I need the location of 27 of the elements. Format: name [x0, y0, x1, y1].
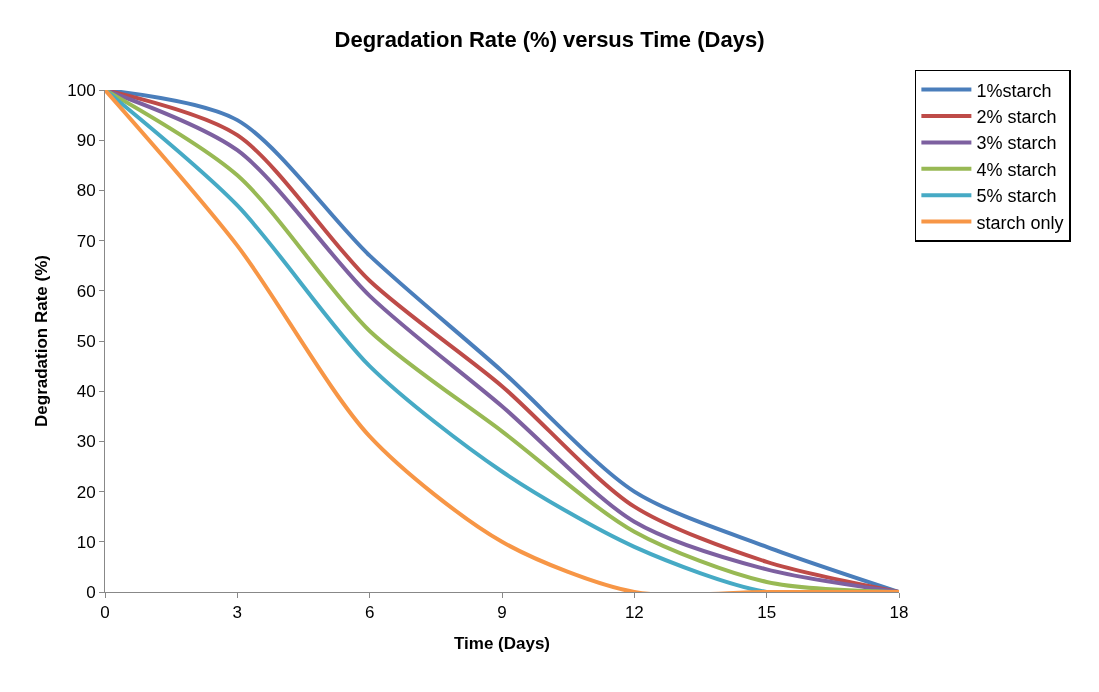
- legend-label: 1%starch: [976, 80, 1052, 101]
- y-tick-label: 70: [76, 231, 96, 251]
- y-tick-label: 80: [76, 181, 96, 201]
- x-axis-title: Time (Days): [453, 633, 551, 653]
- legend-label: 3% starch: [976, 133, 1057, 154]
- y-tick-label: 60: [76, 281, 96, 301]
- x-tick-label: 12: [624, 603, 644, 623]
- y-axis-title: Degradation Rate (%): [31, 255, 51, 427]
- legend-label: 4% starch: [976, 159, 1057, 180]
- y-tick-label: 20: [76, 482, 96, 502]
- legend-label: starch only: [976, 212, 1064, 233]
- chart-title: Degradation Rate (%) versus Time (Days): [334, 26, 765, 52]
- y-tick-label: 90: [76, 131, 96, 151]
- y-tick-label: 30: [76, 432, 96, 452]
- x-tick-label: 6: [364, 603, 375, 623]
- y-tick-label: 50: [76, 331, 96, 351]
- x-tick-label: 15: [757, 603, 777, 623]
- y-tick-label: 100: [67, 80, 96, 100]
- x-tick-label: 3: [232, 603, 243, 623]
- y-tick-label: 0: [86, 582, 96, 602]
- y-tick-label: 40: [76, 382, 96, 402]
- x-tick-label: 0: [100, 603, 110, 623]
- y-tick-label: 10: [76, 532, 96, 552]
- x-tick-label: 9: [497, 603, 507, 623]
- legend-label: 5% starch: [976, 186, 1057, 207]
- x-tick-label: 18: [889, 603, 909, 623]
- legend-label: 2% starch: [976, 107, 1057, 128]
